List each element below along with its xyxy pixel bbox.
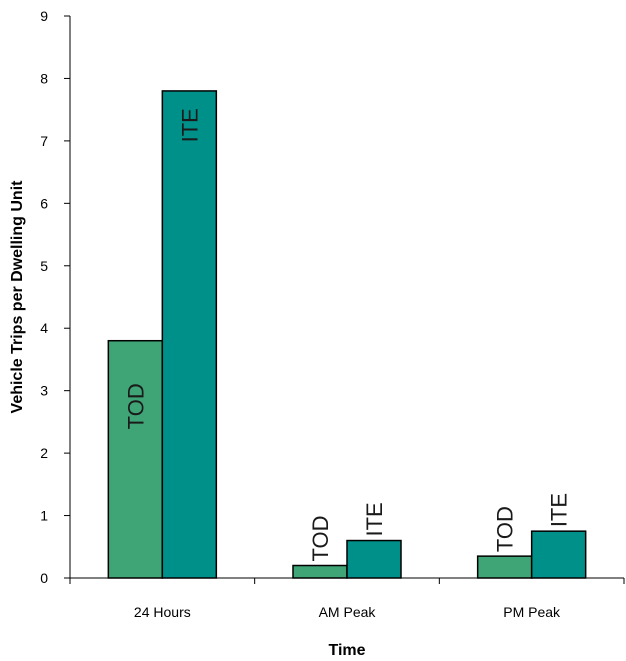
y-tick-label: 8 xyxy=(40,70,48,86)
y-tick-label: 4 xyxy=(40,320,48,336)
bar-label-tod: TOD xyxy=(308,515,333,561)
y-tick-label: 0 xyxy=(40,570,48,586)
x-tick-label: 24 Hours xyxy=(134,604,191,620)
y-tick-label: 2 xyxy=(40,445,48,461)
bar-label-tod: TOD xyxy=(123,383,148,429)
x-ticks-group: 24 Hours AM Peak PM Peak xyxy=(69,578,625,620)
bar-tod-0 xyxy=(107,339,164,579)
y-tick-label: 1 xyxy=(40,508,48,524)
x-tick-label: PM Peak xyxy=(503,604,561,620)
y-tick-label: 9 xyxy=(40,8,48,24)
x-axis-title: Time xyxy=(328,642,365,659)
y-tick-label: 6 xyxy=(40,195,48,211)
y-tick-label: 7 xyxy=(40,133,48,149)
bar-ite-1 xyxy=(346,539,402,579)
y-axis-title: Vehicle Trips per Dwelling Unit xyxy=(9,180,26,414)
y-ticks-group: 0 1 2 3 4 5 6 7 8 9 xyxy=(40,8,70,586)
y-tick-label: 5 xyxy=(40,258,48,274)
bar-labels-group: TOD ITE TOD ITE TOD ITE xyxy=(123,108,571,561)
x-tick-label: AM Peak xyxy=(319,604,377,620)
y-tick-label: 3 xyxy=(40,383,48,399)
bar-label-tod: TOD xyxy=(493,506,518,552)
bar-ite-2 xyxy=(530,530,587,579)
bar-label-ite: ITE xyxy=(547,493,572,527)
bars-group xyxy=(107,90,587,579)
bar-label-ite: ITE xyxy=(362,502,387,536)
bar-tod-1 xyxy=(292,564,348,579)
axes-group xyxy=(69,16,624,579)
bar-label-ite: ITE xyxy=(177,108,202,142)
bar-tod-2 xyxy=(476,555,533,579)
bar-ite-0 xyxy=(161,90,218,579)
